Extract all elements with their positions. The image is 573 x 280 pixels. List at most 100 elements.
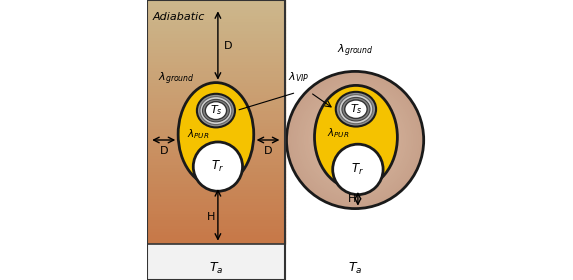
Ellipse shape [339,95,373,124]
Ellipse shape [336,92,376,127]
Bar [147,216,285,219]
Circle shape [350,135,360,145]
Bar [147,79,285,82]
Bar [147,237,285,241]
Circle shape [292,76,418,204]
Bar [147,219,285,222]
Bar [147,152,285,155]
Circle shape [338,123,372,157]
Bar [147,195,285,198]
Circle shape [290,75,420,205]
Circle shape [309,94,402,186]
Bar [147,113,285,116]
Circle shape [354,138,357,142]
Circle shape [300,85,410,195]
Bar [147,6,285,9]
Bar [147,146,285,149]
Bar [147,58,285,61]
Bar [147,201,285,204]
Bar [147,18,285,21]
Ellipse shape [178,83,254,186]
Bar [147,128,285,131]
Text: $T_r$: $T_r$ [211,159,225,174]
Bar [147,67,285,70]
Ellipse shape [202,99,229,122]
Circle shape [295,80,415,200]
Text: $T_r$: $T_r$ [351,162,364,177]
Text: Adiabatic: Adiabatic [152,12,205,22]
Circle shape [314,99,397,181]
Ellipse shape [205,102,226,120]
Bar [147,174,285,177]
Ellipse shape [197,94,235,127]
Circle shape [304,88,407,192]
Bar [147,122,285,125]
Bar [147,192,285,195]
Bar [147,110,285,113]
Circle shape [331,116,379,164]
Bar [147,228,285,231]
Bar [147,88,285,91]
Bar [147,186,285,189]
Bar [147,0,285,3]
Text: $T_a$: $T_a$ [348,261,362,276]
Circle shape [299,83,411,197]
Circle shape [293,78,417,202]
Ellipse shape [345,100,367,118]
Bar [147,137,285,140]
Bar [147,149,285,152]
Bar [147,222,285,225]
Circle shape [328,113,383,167]
Bar [147,31,285,34]
Circle shape [343,128,367,152]
Bar [147,49,285,52]
Bar [147,164,285,167]
Circle shape [316,101,395,179]
Bar [147,61,285,64]
Bar [147,155,285,158]
Circle shape [193,142,242,191]
Bar [147,140,285,143]
Bar [147,241,285,244]
Bar [147,73,285,76]
Text: D: D [264,146,272,156]
Text: $\lambda_{PUR}$: $\lambda_{PUR}$ [187,127,210,141]
Bar [147,183,285,186]
Bar [147,125,285,128]
Bar [147,116,285,119]
Bar [147,180,285,183]
Bar [147,244,285,280]
Circle shape [352,137,359,143]
Bar [147,91,285,94]
Circle shape [323,108,388,172]
Circle shape [311,95,400,185]
Bar [147,37,285,39]
Bar [147,64,285,67]
Circle shape [317,102,393,178]
Circle shape [336,121,374,159]
Circle shape [307,92,403,188]
Bar [147,34,285,37]
Bar [147,198,285,201]
Text: $\lambda_{ground}$: $\lambda_{ground}$ [337,42,374,59]
Circle shape [340,125,371,155]
Circle shape [305,90,405,190]
Bar [147,143,285,146]
Circle shape [321,106,390,174]
Bar [147,158,285,161]
Circle shape [312,97,398,183]
Bar [147,189,285,192]
Circle shape [324,109,386,171]
Bar [147,55,285,58]
Bar [147,234,285,237]
Bar [147,101,285,104]
Ellipse shape [342,97,370,121]
Bar [147,82,285,85]
Bar [147,231,285,234]
Text: H: H [348,194,356,204]
Bar [147,119,285,122]
Bar [147,94,285,97]
Text: $\lambda_{ground}$: $\lambda_{ground}$ [158,70,194,87]
Bar [147,167,285,171]
Circle shape [342,126,369,154]
